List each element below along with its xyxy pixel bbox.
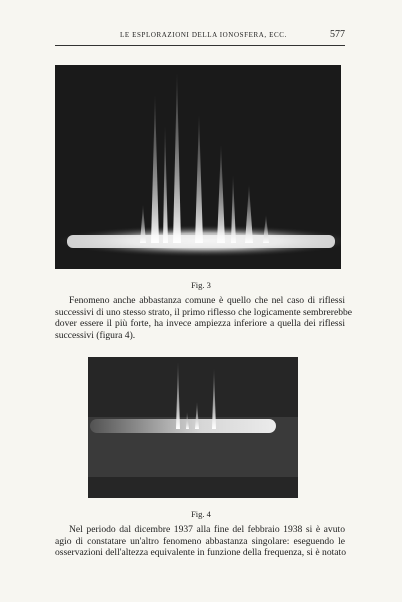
- figure-caption: Fig. 4: [191, 509, 211, 519]
- text-line: agio di constatare un'altro fenomeno abb…: [55, 535, 345, 547]
- running-header: LE ESPLORAZIONI DELLA IONOSFERA, ECC.: [120, 31, 287, 39]
- text-line: successivi di uno stesso strato, il prim…: [55, 306, 353, 318]
- text-line: Nel periodo dal dicembre 1937 alla fine …: [69, 524, 345, 535]
- text-line: successivi (figura 4).: [55, 329, 136, 341]
- text-line: Fenomeno anche abbastanza comune è quell…: [69, 295, 345, 306]
- page-number: 577: [330, 29, 345, 40]
- paragraph: Nel periodo dal dicembre 1937 alla fine …: [55, 524, 347, 559]
- photo-fig3: [55, 65, 341, 269]
- header-rule: [55, 45, 345, 46]
- figure-caption: Fig. 3: [191, 280, 211, 290]
- photo-fig4: [88, 357, 298, 498]
- text-line: osservazioni dell'altezza equivalente in…: [55, 547, 347, 559]
- paragraph: Fenomeno anche abbastanza comune è quell…: [55, 295, 353, 341]
- text-line: dover essere il più forte, ha invece amp…: [55, 318, 345, 330]
